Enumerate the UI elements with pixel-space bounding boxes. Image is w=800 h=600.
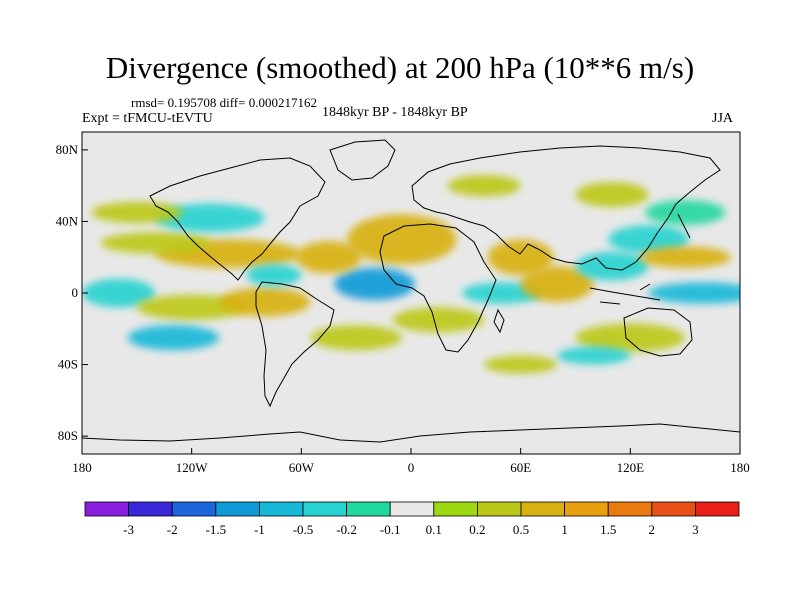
x-tick-label: 0 [408, 460, 415, 475]
divergence-feature [575, 323, 686, 353]
divergence-feature [447, 174, 521, 197]
colorbar-swatch [433, 501, 478, 517]
colorbar-swatch [302, 501, 347, 517]
divergence-feature [219, 287, 311, 317]
experiment-label: Expt = tFMCU-tEVTU [82, 111, 213, 126]
colorbar-swatch [607, 501, 653, 517]
colorbar-label: 0.5 [513, 522, 529, 537]
y-tick-label: 40N [56, 213, 79, 228]
map-title: Divergence (smoothed) at 200 hPa (10**6 … [105, 50, 695, 85]
divergence-feature [392, 307, 485, 333]
colorbar-label: -1 [254, 522, 265, 537]
coastline-greenland [329, 139, 396, 181]
colorbar-label: 0.2 [469, 522, 485, 537]
divergence-feature [644, 199, 726, 226]
colorbar-swatch [651, 501, 696, 517]
y-tick-label: 80N [56, 142, 79, 157]
divergence-feature [575, 251, 649, 281]
stats-label: rmsd= 0.195708 diff= 0.000217162 [131, 95, 317, 110]
colorbar-label: -1.5 [206, 522, 227, 537]
colorbar-swatch [389, 501, 435, 517]
divergence-feature [484, 355, 558, 374]
x-tick-label: 180 [72, 460, 92, 475]
divergence-feature [608, 225, 689, 254]
coastline-maritime-continent [589, 283, 661, 305]
x-tick-label: 120W [176, 460, 209, 475]
divergence-feature [136, 294, 247, 320]
colorbar-label: -0.1 [380, 522, 401, 537]
divergence-feature [295, 241, 362, 274]
colorbar: -3 -2 -1.5 -1 -0.5 -0.2 -0.1 0.1 0.2 0.5 1 1.5 2 3 [84, 501, 740, 537]
divergence-feature [575, 182, 649, 208]
period-label: 1848kyr BP - 1848kyr BP [322, 105, 468, 120]
divergence-feature [127, 325, 220, 351]
colorbar-swatch [258, 501, 304, 517]
colorbar-swatch [520, 501, 565, 517]
y-tick-label: 40S [58, 357, 78, 372]
colorbar-label: -3 [123, 522, 134, 537]
divergence-feature [639, 246, 731, 268]
x-tick-label: 180 [730, 460, 750, 475]
y-tick-label: 0 [72, 285, 79, 300]
colorbar-label: -0.2 [336, 522, 357, 537]
divergence-feature [334, 267, 415, 301]
divergence-feature [648, 282, 740, 304]
y-tick-label: 80S [58, 428, 78, 443]
colorbar-label: 1.5 [600, 522, 616, 537]
colorbar-label: -2 [167, 522, 178, 537]
divergence-feature [246, 264, 302, 286]
colorbar-label: -0.5 [293, 522, 314, 537]
coastlines [82, 139, 740, 443]
colorbar-swatch [476, 501, 522, 517]
season-label: JJA [712, 111, 734, 126]
coastline-antarctica [82, 423, 740, 443]
divergence-feature [557, 346, 631, 365]
x-tick-label: 60W [289, 460, 315, 475]
coastline-eurasia [411, 145, 721, 271]
colorbar-swatch [564, 501, 609, 517]
coastline-north-america [149, 157, 326, 281]
colorbar-label: 3 [692, 522, 699, 537]
colorbar-label: 0.1 [426, 522, 442, 537]
divergence-feature [520, 266, 594, 302]
x-tick-label: 120E [617, 460, 645, 475]
colorbar-swatch [84, 501, 129, 517]
coastline-australia [623, 307, 693, 357]
colorbar-swatch [695, 501, 740, 517]
coastline-japan [677, 213, 691, 239]
colorbar-label: 1 [561, 522, 568, 537]
divergence-feature [347, 214, 457, 265]
divergence-field [82, 174, 740, 374]
colorbar-swatch [215, 501, 260, 517]
coastline-south-america [255, 281, 335, 408]
divergence-feature [91, 201, 183, 224]
divergence-feature [82, 278, 156, 308]
divergence-feature [310, 325, 402, 351]
colorbar-swatch [346, 501, 391, 517]
map-axes: 180 120W 60W 0 60E 120E 180 80N 40N 0 40S 80S [56, 142, 750, 475]
x-tick-label: 60E [510, 460, 531, 475]
map-background [82, 132, 740, 454]
coastline-africa [379, 223, 497, 353]
divergence-feature [100, 232, 210, 254]
colorbar-swatch [171, 501, 217, 517]
coastline-madagascar [493, 308, 505, 334]
divergence-feature [155, 203, 265, 233]
colorbar-swatch [128, 501, 173, 517]
colorbar-label: 2 [649, 522, 656, 537]
